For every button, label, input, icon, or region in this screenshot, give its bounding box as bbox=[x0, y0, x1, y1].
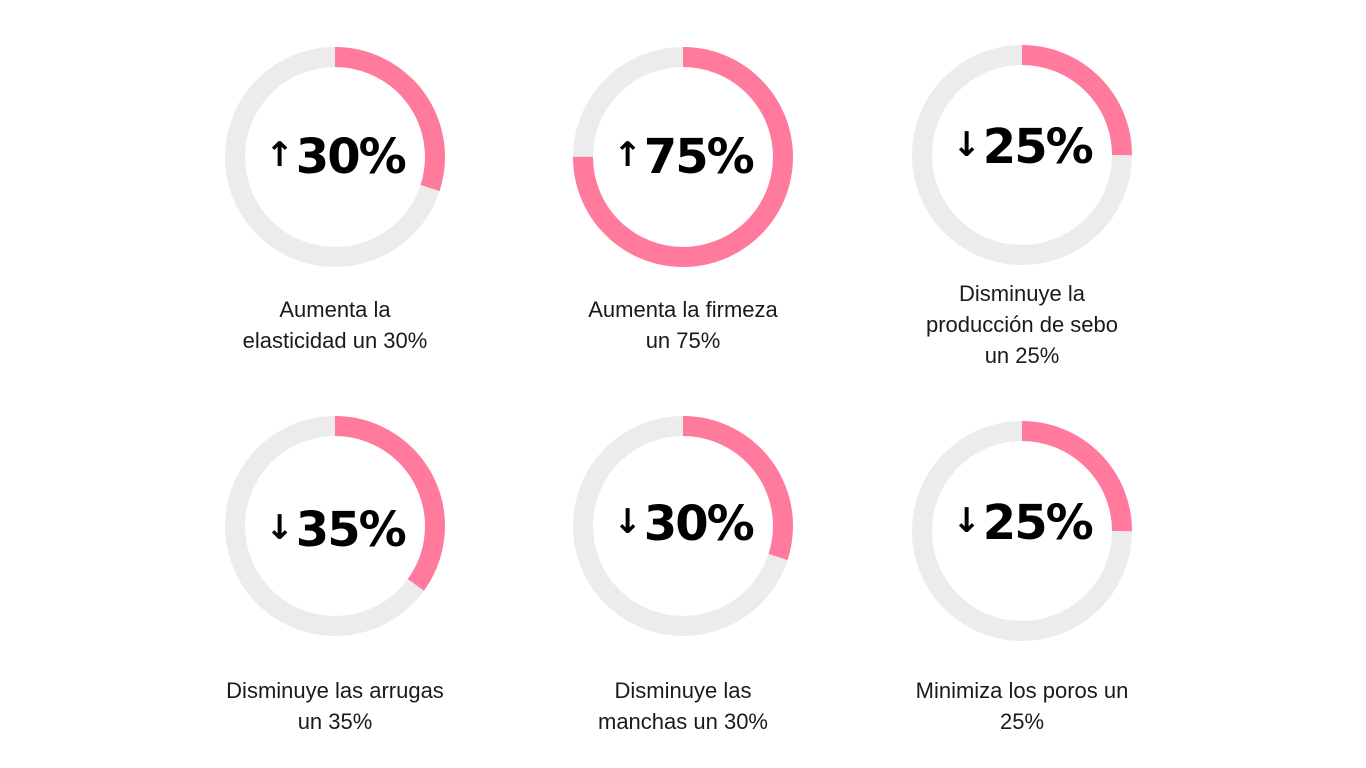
arrow-down-icon: ↓ bbox=[613, 502, 642, 542]
stat-caption: Aumenta la elasticidad un 30% bbox=[185, 294, 485, 356]
stat-value-text: 25% bbox=[982, 119, 1094, 175]
stat-caption: Disminuye la producción de sebo un 25% bbox=[872, 278, 1172, 371]
stat-value: ↓ 25% bbox=[912, 413, 1132, 633]
arrow-up-icon: ↑ bbox=[265, 135, 294, 175]
stat-caption: Aumenta la firmeza un 75% bbox=[533, 294, 833, 356]
caption-line: manchas un 30% bbox=[598, 709, 768, 734]
progress-ring bbox=[225, 47, 445, 267]
caption-line: Disminuye la bbox=[959, 281, 1085, 306]
progress-ring bbox=[573, 416, 793, 636]
ring-progress bbox=[225, 416, 445, 636]
arrow-down-icon: ↓ bbox=[952, 501, 981, 541]
stat-value: ↓ 30% bbox=[573, 414, 793, 634]
caption-line: un 35% bbox=[297, 709, 373, 734]
stat-value-text: 75% bbox=[643, 129, 755, 185]
ring-progress bbox=[912, 45, 1132, 265]
progress-ring-svg bbox=[225, 416, 445, 636]
stat-value: ↓ 35% bbox=[225, 420, 445, 640]
stat-value-text: 35% bbox=[295, 502, 407, 558]
progress-ring-svg bbox=[912, 45, 1132, 265]
progress-ring bbox=[912, 45, 1132, 265]
stat-value: ↑ 30% bbox=[225, 47, 445, 267]
caption-line: Disminuye las bbox=[614, 678, 752, 703]
stat-value-text: 30% bbox=[643, 496, 755, 552]
arrow-down-icon: ↓ bbox=[265, 508, 294, 548]
stat-caption: Disminuye las manchas un 30% bbox=[533, 675, 833, 737]
stat-caption: Disminuye las arrugas un 35% bbox=[185, 675, 485, 737]
stat-value-text: 25% bbox=[982, 495, 1094, 551]
caption-line: Disminuye las arrugas bbox=[226, 678, 444, 703]
arrow-down-icon: ↓ bbox=[952, 125, 981, 165]
caption-line: un 75% bbox=[645, 328, 721, 353]
ring-progress bbox=[573, 47, 793, 267]
ring-progress bbox=[573, 416, 793, 636]
progress-ring bbox=[573, 47, 793, 267]
ring-progress bbox=[912, 421, 1132, 641]
arrow-up-icon: ↑ bbox=[613, 135, 642, 175]
progress-ring-svg bbox=[225, 47, 445, 267]
caption-line: un 25% bbox=[984, 343, 1060, 368]
progress-ring-svg bbox=[573, 416, 793, 636]
caption-line: Minimiza los poros un bbox=[915, 678, 1129, 703]
stat-value: ↑ 75% bbox=[573, 47, 793, 267]
progress-ring-svg bbox=[912, 421, 1132, 641]
stat-value: ↓ 25% bbox=[912, 37, 1132, 257]
caption-line: Aumenta la firmeza bbox=[588, 297, 778, 322]
caption-line: Aumenta la bbox=[279, 297, 391, 322]
progress-ring bbox=[225, 416, 445, 636]
stat-value-text: 30% bbox=[295, 129, 407, 185]
caption-line: producción de sebo bbox=[925, 312, 1119, 337]
progress-ring bbox=[912, 421, 1132, 641]
caption-line: elasticidad un 30% bbox=[242, 328, 428, 353]
caption-line: 25% bbox=[999, 709, 1045, 734]
stat-caption: Minimiza los poros un 25% bbox=[872, 675, 1172, 737]
ring-progress bbox=[225, 47, 445, 267]
progress-ring-svg bbox=[573, 47, 793, 267]
